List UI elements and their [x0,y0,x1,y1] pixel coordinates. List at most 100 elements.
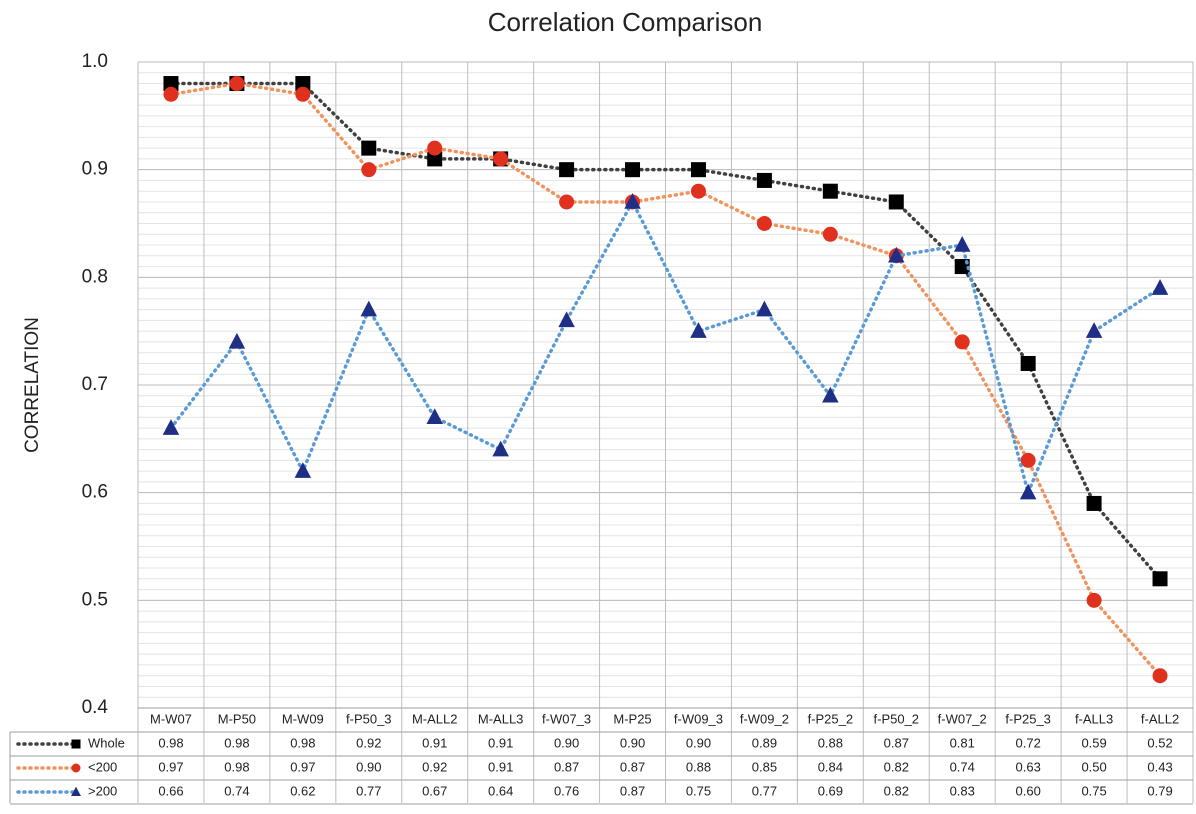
marker [690,162,706,178]
marker [690,322,707,338]
table-value: 0.98 [224,759,249,774]
table-value: 0.62 [290,783,315,798]
table-value: 0.82 [884,783,909,798]
table-value: 0.52 [1147,735,1172,750]
y-tick-label: 0.4 [82,697,109,718]
table-value: 0.97 [158,759,183,774]
y-tick-label: 1.0 [82,51,108,72]
table-value: 0.90 [356,759,381,774]
marker [1086,495,1102,511]
y-tick-label: 0.9 [82,159,108,180]
x-tick-label: M-P25 [613,711,651,726]
chart-title: Correlation Comparison [488,7,763,37]
marker [361,162,377,178]
x-tick-label: M-W09 [282,711,324,726]
marker [756,300,773,317]
marker [294,462,312,478]
x-tick-label: M-ALL2 [412,711,458,726]
y-axis-label: CORRELATION [22,317,43,453]
table-value: 0.76 [554,783,579,798]
table-value: 0.98 [224,735,249,750]
marker [953,236,971,252]
marker [361,140,377,156]
marker [559,162,575,178]
legend-key-marker [71,763,81,773]
marker [888,246,905,263]
table-value: 0.87 [620,759,645,774]
table-value: 0.91 [422,735,447,750]
series-line [169,81,1162,678]
table-value: 0.87 [620,783,645,798]
table-value: 0.87 [554,759,579,774]
table-value: 0.92 [422,759,447,774]
legend-key-marker [71,739,81,749]
table-value: 0.87 [884,735,909,750]
table-value: 0.60 [1016,783,1041,798]
marker [756,172,772,188]
legend-label: >200 [88,783,117,798]
table-value: 0.83 [950,783,975,798]
marker [888,194,904,210]
table-value: 0.74 [224,783,249,798]
marker [1152,571,1168,587]
marker [1152,668,1168,684]
marker [690,183,706,199]
marker [295,86,311,102]
x-tick-label: f-W07_3 [542,711,591,726]
y-tick-label: 0.5 [82,589,108,610]
marker [756,216,772,231]
marker [1020,452,1036,468]
x-tick-label: f-W09_3 [674,711,723,726]
legend-key-marker [71,786,81,797]
table-value: 0.89 [752,735,777,750]
table-value: 0.79 [1147,783,1172,798]
table-value: 0.59 [1081,735,1106,750]
legend-label: Whole [88,735,125,750]
table-value: 0.66 [158,783,183,798]
marker [625,162,641,178]
table-value: 0.92 [356,735,381,750]
table-value: 0.88 [818,735,843,750]
x-tick-label: f-P50_3 [346,711,392,726]
table-value: 0.67 [422,783,447,798]
marker [427,151,443,167]
table-value: 0.98 [290,735,315,750]
table-value: 0.84 [818,759,843,774]
marker [822,386,839,403]
marker [228,332,246,349]
y-tick-label: 0.6 [82,482,108,503]
x-tick-label: M-P50 [218,711,256,726]
x-tick-label: f-P25_3 [1005,711,1051,726]
table-value: 0.91 [488,735,513,750]
x-tick-label: f-P50_2 [874,711,920,726]
x-tick-label: f-ALL3 [1075,711,1113,726]
table-value: 0.43 [1147,759,1172,774]
marker [426,408,443,425]
marker [427,140,443,156]
x-tick-label: f-W07_2 [938,711,987,726]
legend-label: <200 [88,759,117,774]
table-value: 0.75 [1081,783,1106,798]
marker [229,76,245,92]
table-value: 0.77 [752,783,777,798]
marker [493,151,509,167]
marker [822,183,838,199]
marker [624,192,641,209]
y-tick-label: 0.8 [82,266,108,287]
marker [295,76,311,92]
marker [1086,592,1102,608]
marker [1019,483,1037,500]
table-value: 0.90 [554,735,579,750]
table-value: 0.90 [620,735,645,750]
marker [163,86,179,102]
marker [954,334,970,350]
table-value: 0.69 [818,783,843,798]
table-value: 0.98 [158,735,183,750]
table-value: 0.74 [950,759,975,774]
marker [492,440,509,457]
table-value: 0.63 [1016,759,1041,774]
x-tick-label: f-P25_2 [808,711,854,726]
marker [360,300,378,317]
table-value: 0.50 [1081,759,1106,774]
